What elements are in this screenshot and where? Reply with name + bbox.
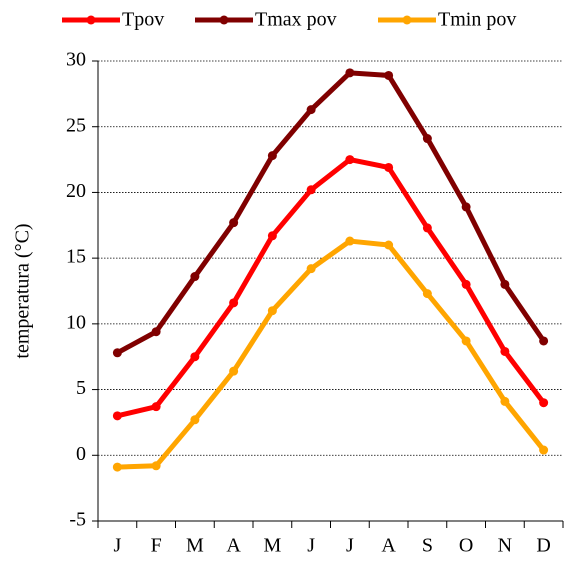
y-tick-label: 30 [66, 49, 86, 71]
legend-marker [219, 15, 229, 25]
data-point [539, 445, 549, 455]
data-point [539, 398, 549, 408]
data-point [500, 279, 510, 289]
series-line [116, 157, 546, 419]
data-point [190, 415, 200, 425]
data-point [151, 402, 161, 412]
y-tick-label: 15 [66, 246, 86, 268]
legend-label: Tmax pov [255, 9, 337, 31]
x-tick-label: M [186, 535, 204, 557]
x-tick-label: A [381, 535, 396, 557]
data-point [461, 336, 471, 346]
data-point [151, 461, 161, 471]
data-point [151, 327, 161, 337]
data-point [422, 134, 432, 144]
legend-marker [86, 15, 96, 25]
y-tick-label: 20 [66, 180, 86, 202]
data-point [267, 231, 277, 241]
data-point [539, 336, 549, 346]
data-point [500, 396, 510, 406]
x-tick-label: A [226, 535, 241, 557]
data-point [112, 462, 122, 472]
data-point [306, 105, 316, 115]
data-point [229, 298, 239, 308]
data-point [345, 236, 355, 246]
x-tick-label: M [263, 535, 281, 557]
series-line [117, 238, 546, 470]
data-point [306, 185, 316, 195]
x-tick-label: N [498, 535, 512, 557]
data-point [422, 289, 432, 299]
data-point [306, 264, 316, 274]
data-point [422, 223, 432, 233]
data-point [345, 68, 355, 78]
data-point [229, 366, 239, 376]
y-axis-label: temperatura (°C) [12, 223, 34, 358]
data-point [384, 240, 394, 250]
data-point [112, 348, 122, 358]
y-tick-label: -5 [69, 509, 86, 531]
data-point [500, 346, 510, 356]
data-point [461, 279, 471, 289]
y-tick-label: 0 [76, 443, 86, 465]
data-point [461, 202, 471, 212]
legend-label: Tmin pov [438, 9, 516, 31]
data-point [190, 272, 200, 282]
x-tick-label: D [536, 535, 550, 557]
y-tick-label: 25 [66, 114, 86, 136]
data-point [190, 352, 200, 362]
x-tick-label: J [346, 535, 354, 557]
data-point [345, 155, 355, 165]
data-point [384, 70, 394, 80]
x-tick-label: S [422, 535, 433, 557]
series-line [116, 70, 546, 355]
x-tick-label: O [459, 535, 473, 557]
x-tick-label: J [113, 535, 121, 557]
y-tick-label: 10 [66, 311, 86, 333]
legend-label: Tpov [122, 9, 164, 31]
legend-marker [402, 15, 412, 25]
data-point [384, 162, 394, 172]
data-point [267, 306, 277, 316]
data-point [267, 151, 277, 161]
y-tick-label: 5 [76, 377, 86, 399]
x-tick-label: J [307, 535, 315, 557]
data-point [112, 411, 122, 421]
x-tick-label: F [151, 535, 162, 557]
data-point [229, 218, 239, 228]
